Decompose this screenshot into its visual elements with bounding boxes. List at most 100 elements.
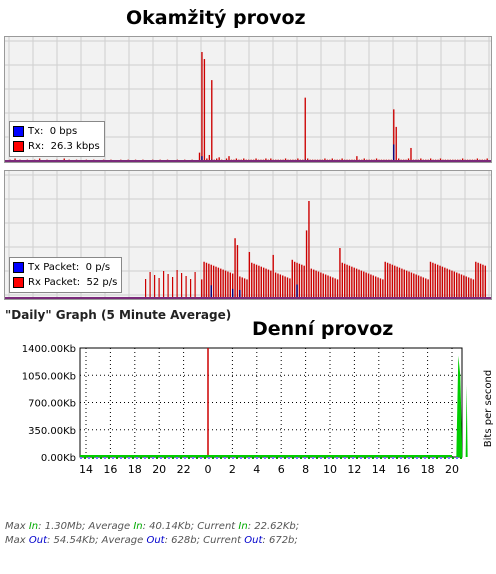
rx-packet-bar (332, 277, 334, 299)
axis-strip (164, 457, 166, 459)
tx-label: Tx: 0 bps (28, 126, 78, 137)
rx-packet-bar (365, 272, 367, 299)
axis-strip (152, 457, 154, 459)
axis-strip (272, 457, 274, 459)
axis-strip (460, 457, 462, 459)
axis-strip (344, 457, 346, 459)
in-peak (456, 355, 463, 457)
rx-packet-bar (472, 279, 475, 299)
rx-label: Rx: 26.3 kbps (28, 141, 100, 152)
rx-packet-bar (246, 279, 248, 299)
x-tick-label: 8 (302, 463, 309, 476)
legend-rx: Rx: 26.3 kbps (13, 139, 100, 154)
rx-packet-bar (355, 268, 358, 299)
tx-swatch (13, 126, 24, 137)
rx-packet-bar (422, 277, 425, 299)
axis-strip (400, 457, 402, 459)
axis-strip (384, 457, 386, 459)
rx-bar (228, 156, 230, 162)
rx-packet-bar (441, 266, 444, 299)
axis-strip (324, 457, 326, 459)
rx-packet-bar (410, 272, 413, 299)
rx-packet-bar (272, 254, 274, 299)
rx-packet-bar (336, 279, 339, 299)
rx-packet-bar (267, 269, 270, 299)
tx-bar (393, 144, 395, 162)
axis-strip (172, 457, 174, 459)
rx-packet-bar (251, 262, 253, 299)
tx-packet-swatch (13, 262, 24, 273)
axis-strip (316, 457, 318, 459)
rx-packet-bar (277, 273, 279, 299)
rx-packet-bar (284, 276, 286, 299)
rx-packet-bar (149, 272, 151, 299)
axis-strip (204, 457, 206, 459)
y-tick-label: 700.00Kb (28, 399, 76, 410)
plot-area (79, 347, 463, 458)
rx-packet-bar (298, 263, 301, 299)
axis-strip (420, 457, 422, 459)
tx-packet-bar (239, 289, 241, 299)
axis-strip (100, 457, 102, 459)
rx-packet-bar (258, 265, 260, 299)
rx-packet-bar (460, 274, 463, 299)
rx-packet-bar (391, 264, 394, 299)
axis-strip (288, 457, 290, 459)
rx-packet-bar (279, 274, 282, 299)
rx-packet-bar (377, 277, 379, 299)
bandwidth-legend: Tx: 0 bps Rx: 26.3 kbps (9, 121, 105, 157)
axis-strip (392, 457, 394, 459)
rx-packet-bar (413, 273, 415, 299)
rx-packet-bar (389, 263, 391, 299)
rx-bar (201, 52, 203, 162)
axis-strip (180, 457, 182, 459)
axis-strip (96, 457, 98, 459)
y-tick-label: 0.00Kb (41, 453, 76, 464)
axis-strip (388, 457, 390, 459)
axis-strip (364, 457, 366, 459)
rx-packet-bar (262, 267, 265, 299)
tx-packet-bar (296, 284, 298, 299)
rx-packet-bar (293, 261, 296, 299)
rx-packet-bar (475, 261, 477, 299)
rx-packet-bar (386, 262, 389, 299)
rx-packet-bar (308, 201, 310, 299)
rx-packet-bar (403, 269, 405, 299)
rx-packet-bar (396, 266, 398, 299)
legend-rx-packet: Rx Packet: 52 p/s (13, 275, 117, 290)
rx-packet-bar (181, 273, 183, 299)
rx-packet-bar (324, 274, 327, 299)
rx-packet-bar (382, 279, 384, 299)
realtime-title: Okamžitý provoz (126, 7, 306, 29)
rx-packet-bar (176, 270, 178, 299)
rx-bar (304, 97, 306, 162)
axis-strip (276, 457, 278, 459)
axis-strip (104, 457, 106, 459)
rx-packet-bar (305, 230, 308, 299)
daily-graph-title: "Daily" Graph (5 Minute Average) (5, 308, 232, 322)
rx-packet-bar (241, 277, 243, 299)
rx-packet-bar (253, 263, 255, 299)
axis-strip (456, 457, 458, 459)
axis-strip (116, 457, 118, 459)
legend-tx-packet: Tx Packet: 0 p/s (13, 260, 117, 275)
axis-strip (144, 457, 146, 459)
rx-packet-bar (236, 245, 239, 299)
rx-packet-bar (439, 265, 441, 299)
axis-strip (88, 457, 90, 459)
tx-bar (201, 156, 203, 162)
rx-packet-bar (145, 279, 147, 299)
rx-packet-bar (185, 276, 187, 299)
rx-packet-bar (163, 271, 165, 299)
axis-strip (200, 457, 202, 459)
rx-packet-bar (482, 264, 484, 299)
rx-packet-bar (405, 270, 408, 299)
rx-packet-bar (255, 264, 258, 299)
rx-packet-bar (203, 261, 205, 299)
axis-strip (336, 457, 338, 459)
axis-strip (268, 457, 270, 459)
rx-packet-bar (154, 275, 156, 299)
axis-strip (120, 457, 122, 459)
axis-strip (240, 457, 242, 459)
rx-packet-bar (363, 271, 365, 299)
